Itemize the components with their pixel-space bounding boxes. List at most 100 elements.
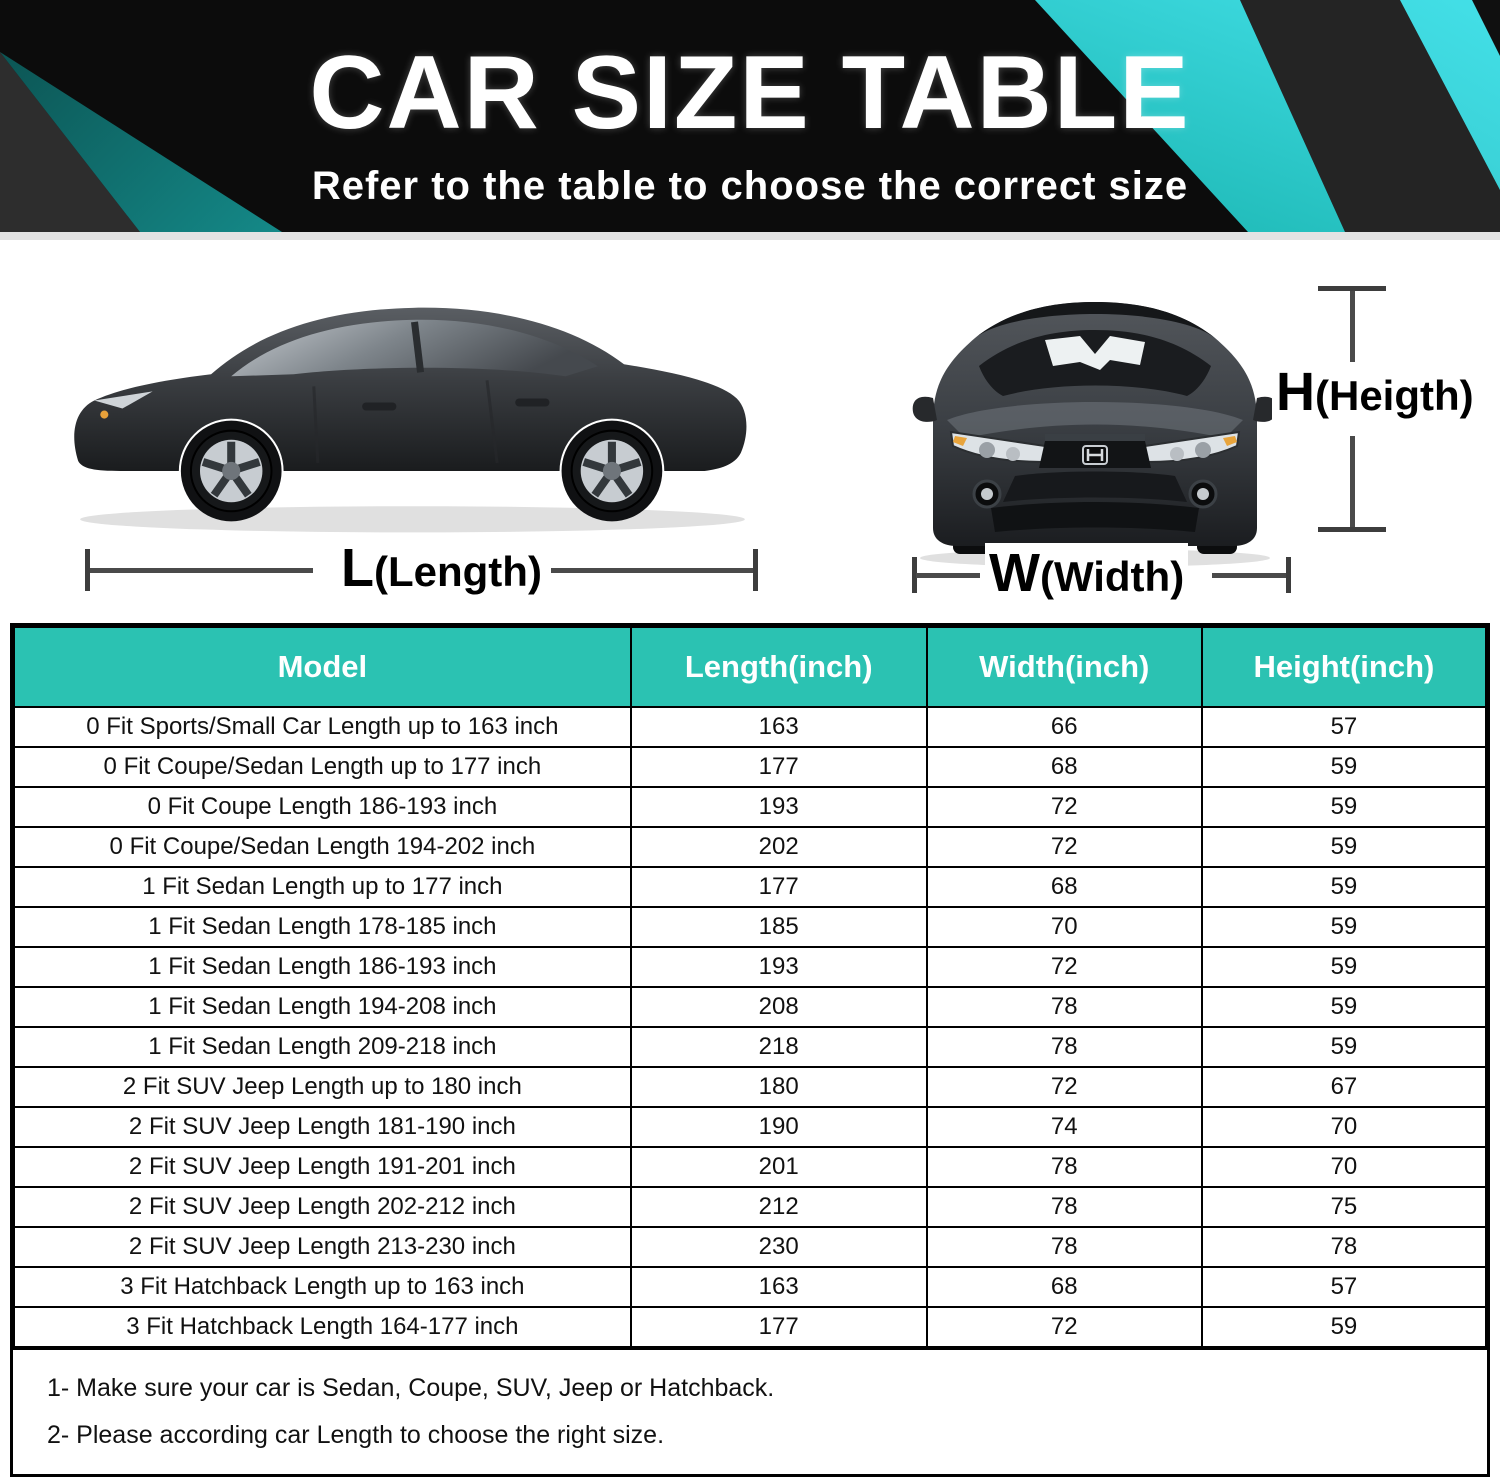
height-measure-line-top [1350, 291, 1355, 373]
size-cell: 72 [925, 1066, 1203, 1108]
car-size-table: Model Length(inch) Width(inch) Height(inch)… [13, 626, 1488, 1348]
size-cell: 185 [629, 906, 928, 948]
model-cell: 2 Fit SUV Jeep Length 202-212 inch [13, 1186, 632, 1228]
size-cell: 78 [925, 1026, 1203, 1068]
width-label-word: (Width) [1039, 553, 1185, 600]
size-cell: 163 [629, 1266, 928, 1308]
table-row: 2 Fit SUV Jeep Length 191-201 inch 201 78 7… [13, 1146, 1488, 1188]
size-cell: 59 [1200, 906, 1488, 948]
model-cell: 1 Fit Sedan Length up to 177 inch [13, 866, 632, 908]
size-cell: 78 [1200, 1226, 1488, 1268]
model-cell: 2 Fit SUV Jeep Length 191-201 inch [13, 1146, 632, 1188]
column-header-2: Length(inch) [629, 626, 928, 708]
size-cell: 59 [1200, 1026, 1488, 1068]
size-cell: 72 [925, 786, 1203, 828]
column-header-4: Height(inch) [1200, 626, 1488, 708]
length-measure-left-tick [85, 549, 90, 591]
model-cell: 3 Fit Hatchback Length up to 163 inch [13, 1266, 632, 1308]
size-cell: 212 [629, 1186, 928, 1228]
size-cell: 68 [925, 746, 1203, 788]
width-label-letter: W [989, 543, 1040, 603]
size-cell: 70 [1200, 1146, 1488, 1188]
size-cell: 59 [1200, 866, 1488, 908]
size-cell: 218 [629, 1026, 928, 1068]
page-subtitle: Refer to the table to choose the correct… [311, 164, 1189, 208]
width-measure-right-tick [1286, 557, 1291, 593]
table-row: 2 Fit SUV Jeep Length 213-230 inch 230 78 7… [13, 1226, 1488, 1268]
model-cell: 3 Fit Hatchback Length 164-177 inch [13, 1306, 632, 1348]
table-row: 2 Fit SUV Jeep Length up to 180 inch 180 7… [13, 1066, 1488, 1108]
table-row: 0 Fit Sports/Small Car Length up to 163 … [13, 706, 1488, 748]
size-cell: 59 [1200, 1306, 1488, 1348]
model-cell: 1 Fit Sedan Length 209-218 inch [13, 1026, 632, 1068]
length-measure-line-right [551, 568, 753, 573]
table-row: 1 Fit Sedan Length up to 177 inch 177 68 59 [13, 866, 1488, 908]
table-row: 0 Fit Coupe/Sedan Length up to 177 inch 1… [13, 746, 1488, 788]
model-cell: 2 Fit SUV Jeep Length 213-230 inch [13, 1226, 632, 1268]
size-cell: 59 [1200, 746, 1488, 788]
size-cell: 68 [925, 1266, 1203, 1308]
height-label: H(Heigth) [1272, 362, 1478, 436]
table-row: 2 Fit SUV Jeep Length 202-212 inch 212 78 7… [13, 1186, 1488, 1228]
width-measure-line-left [916, 573, 980, 578]
model-cell: 0 Fit Sports/Small Car Length up to 163 … [13, 706, 632, 748]
table-row: 1 Fit Sedan Length 178-185 inch 185 70 59 [13, 906, 1488, 948]
front-view-car-image [912, 302, 1278, 567]
size-cell: 59 [1200, 986, 1488, 1028]
size-cell: 193 [629, 786, 928, 828]
size-cell: 177 [629, 1306, 928, 1348]
size-cell: 177 [629, 866, 928, 908]
table-header-row: Model Length(inch) Width(inch) Height(inch) [13, 626, 1488, 708]
length-measure-line-left [90, 568, 313, 573]
table-row: 3 Fit Hatchback Length 164-177 inch 177 72… [13, 1306, 1488, 1348]
note-line: 1- Make sure your car is Sedan, Coupe, S… [47, 1374, 775, 1402]
model-cell: 2 Fit SUV Jeep Length 181-190 inch [13, 1106, 632, 1148]
length-label: L(Length) [337, 538, 546, 612]
size-cell: 66 [925, 706, 1203, 748]
height-measure-line-bottom [1350, 412, 1355, 527]
width-label: W(Width) [985, 543, 1189, 617]
model-cell: 1 Fit Sedan Length 194-208 inch [13, 986, 632, 1028]
size-cell: 78 [925, 986, 1203, 1028]
model-cell: 2 Fit SUV Jeep Length up to 180 inch [13, 1066, 632, 1108]
height-measure-bottom-tick [1318, 527, 1386, 532]
page-title: CAR SIZE TABLE [309, 35, 1191, 151]
dimension-diagram: L(Length) W(Width) H(Heigth) [0, 240, 1500, 623]
height-label-word: (Heigth) [1315, 372, 1474, 419]
height-label-letter: H [1276, 362, 1315, 422]
width-measure-left-tick [912, 557, 917, 593]
note-line: 2- Please according car Length to choose… [47, 1421, 665, 1449]
size-table-section: Model Length(inch) Width(inch) Height(inch)… [10, 623, 1490, 1477]
model-cell: 0 Fit Coupe/Sedan Length 194-202 inch [13, 826, 632, 868]
width-measure-line-right [1212, 573, 1288, 578]
size-cell: 201 [629, 1146, 928, 1188]
size-cell: 177 [629, 746, 928, 788]
size-cell: 180 [629, 1066, 928, 1108]
table-body: 0 Fit Sports/Small Car Length up to 163 … [13, 706, 1488, 1348]
size-cell: 68 [925, 866, 1203, 908]
size-cell: 75 [1200, 1186, 1488, 1228]
size-cell: 230 [629, 1226, 928, 1268]
height-measure-top-tick [1318, 286, 1386, 291]
banner-divider [0, 232, 1500, 240]
length-label-word: (Length) [374, 548, 542, 595]
column-header-3: Width(inch) [925, 626, 1203, 708]
size-cell: 163 [629, 706, 928, 748]
model-cell: 1 Fit Sedan Length 178-185 inch [13, 906, 632, 948]
table-row: 1 Fit Sedan Length 194-208 inch 208 78 59 [13, 986, 1488, 1028]
size-cell: 72 [925, 826, 1203, 868]
length-measure-right-tick [753, 549, 758, 591]
size-cell: 59 [1200, 786, 1488, 828]
size-cell: 78 [925, 1226, 1203, 1268]
table-row: 1 Fit Sedan Length 209-218 inch 218 78 59 [13, 1026, 1488, 1068]
size-cell: 202 [629, 826, 928, 868]
size-cell: 59 [1200, 946, 1488, 988]
size-cell: 70 [925, 906, 1203, 948]
table-row: 1 Fit Sedan Length 186-193 inch 193 72 59 [13, 946, 1488, 988]
size-cell: 59 [1200, 826, 1488, 868]
table-row: 2 Fit SUV Jeep Length 181-190 inch 190 74 7… [13, 1106, 1488, 1148]
size-cell: 72 [925, 946, 1203, 988]
size-cell: 208 [629, 986, 928, 1028]
notes: 1- Make sure your car is Sedan, Coupe, S… [13, 1348, 1487, 1474]
